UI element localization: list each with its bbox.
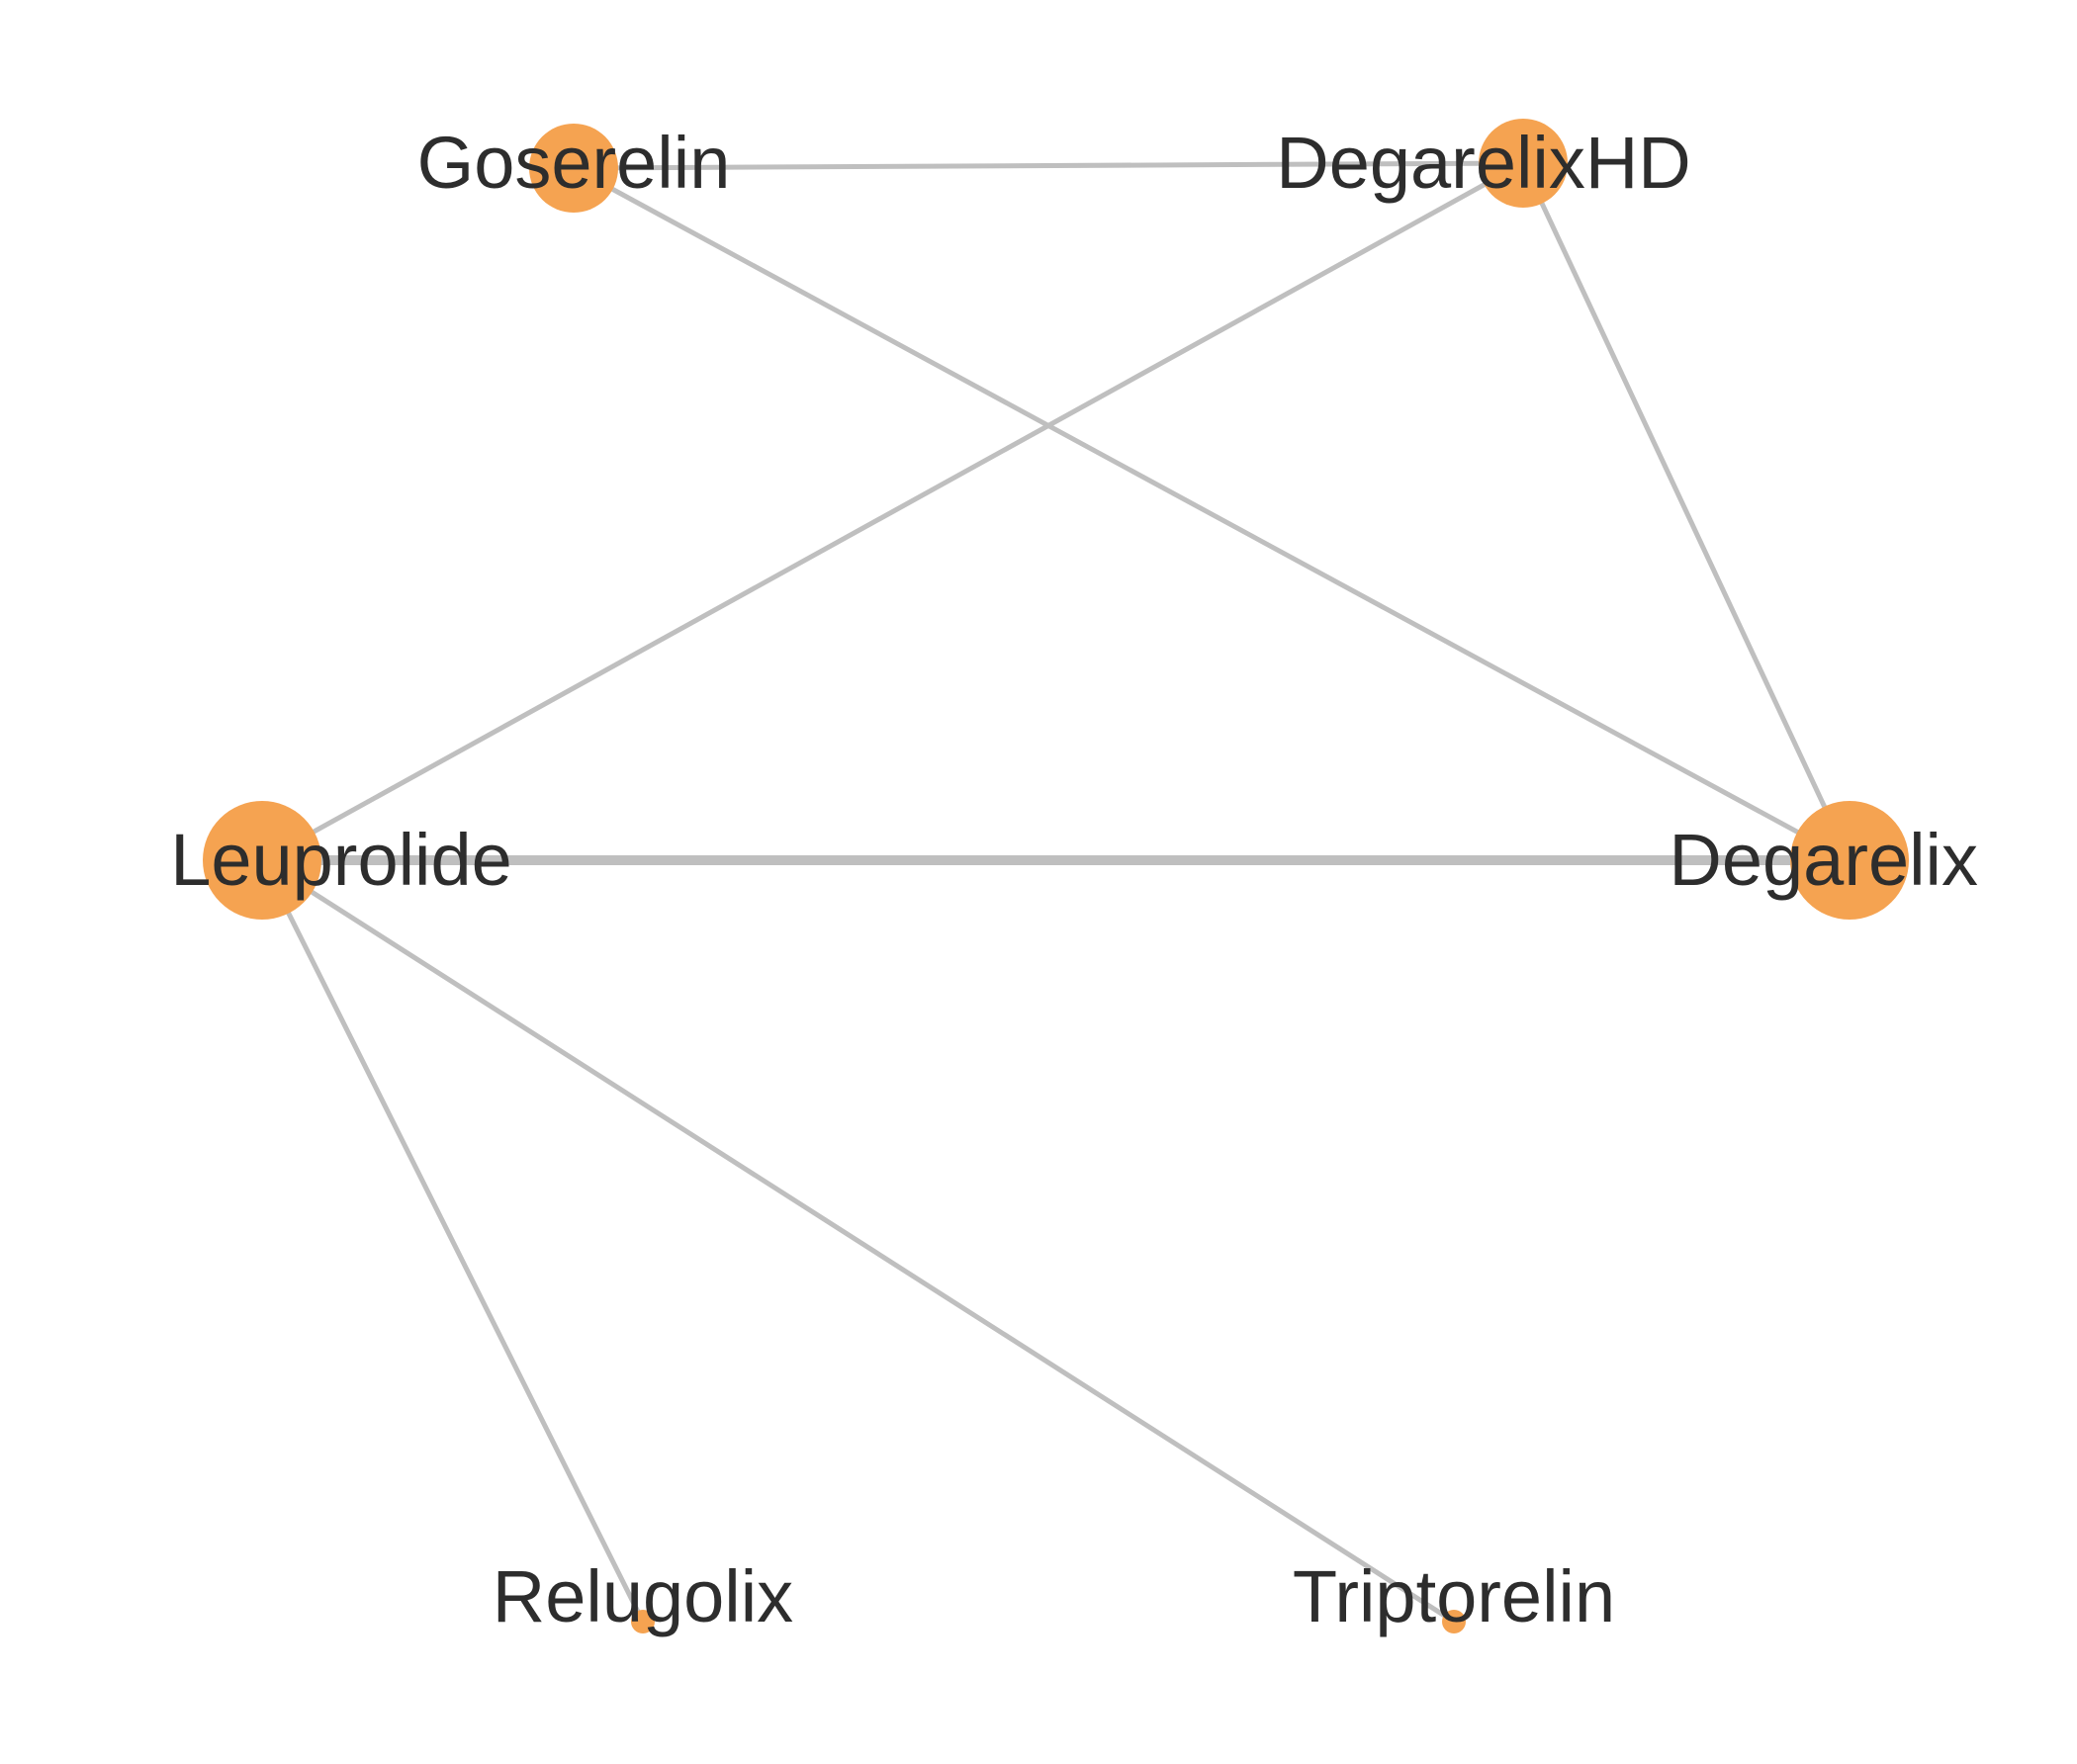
label-leuprolide: Leuprolide (170, 819, 512, 901)
edge-goserelin-degarelix (574, 168, 1850, 860)
label-goserelin: Goserelin (417, 122, 731, 204)
label-degarelix: Degarelix (1669, 819, 1978, 901)
edge-leuprolide-triptorelin (262, 860, 1454, 1622)
label-triptorelin: Triptorelin (1293, 1555, 1615, 1637)
edge-degarelixhd-leuprolide (262, 163, 1523, 860)
label-degarelixhd: DegarelixHD (1276, 122, 1690, 204)
edge-leuprolide-relugolix (262, 860, 643, 1622)
edge-degarelixhd-degarelix (1523, 163, 1850, 860)
label-relugolix: Relugolix (493, 1555, 793, 1637)
labels-group: Goserelin DegarelixHD Leuprolide Degarelix R… (170, 122, 1978, 1637)
network-diagram: Goserelin DegarelixHD Leuprolide Degarelix R… (0, 0, 2077, 1764)
